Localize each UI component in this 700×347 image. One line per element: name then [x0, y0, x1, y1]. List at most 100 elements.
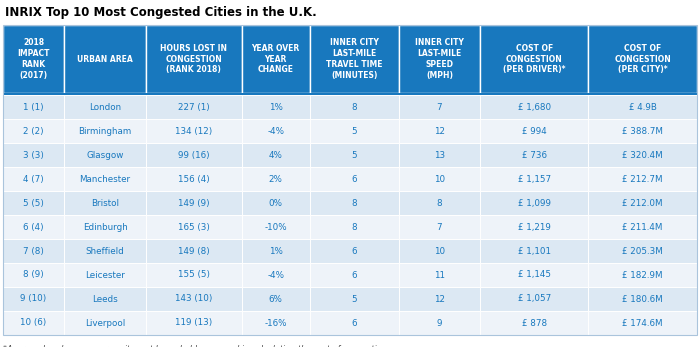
Text: £ 205.3M: £ 205.3M: [622, 246, 663, 255]
Bar: [3, 25, 64, 93]
Bar: [146, 263, 241, 287]
Bar: [146, 191, 241, 215]
Bar: [64, 95, 146, 119]
Text: 8 (9): 8 (9): [23, 271, 44, 279]
Text: £ 1,219: £ 1,219: [518, 222, 551, 231]
Text: £ 388.7M: £ 388.7M: [622, 127, 663, 135]
Text: £ 180.6M: £ 180.6M: [622, 295, 663, 304]
Text: 13: 13: [434, 151, 445, 160]
Bar: [146, 311, 241, 335]
Bar: [588, 263, 697, 287]
Bar: [588, 191, 697, 215]
Bar: [309, 119, 398, 143]
Bar: [398, 287, 480, 311]
Bar: [480, 119, 588, 143]
Text: COST OF
CONGESTION
(PER DRIVER)*: COST OF CONGESTION (PER DRIVER)*: [503, 44, 566, 74]
Text: Leeds: Leeds: [92, 295, 118, 304]
Text: COST OF
CONGESTION
(PER CITY)*: COST OF CONGESTION (PER CITY)*: [614, 44, 671, 74]
Text: £ 1,145: £ 1,145: [518, 271, 551, 279]
Text: £ 4.9B: £ 4.9B: [629, 102, 657, 111]
Bar: [480, 167, 588, 191]
Text: 227 (1): 227 (1): [178, 102, 210, 111]
Text: London: London: [89, 102, 121, 111]
Bar: [3, 287, 64, 311]
Bar: [480, 191, 588, 215]
Text: 165 (3): 165 (3): [178, 222, 210, 231]
Text: 2018
IMPACT
RANK
(2017): 2018 IMPACT RANK (2017): [18, 39, 50, 79]
Bar: [3, 191, 64, 215]
Bar: [146, 167, 241, 191]
Text: 7: 7: [437, 102, 442, 111]
Text: 8: 8: [351, 198, 357, 208]
Bar: [3, 95, 64, 119]
Text: 12: 12: [434, 127, 445, 135]
Text: 119 (13): 119 (13): [175, 319, 213, 328]
Text: 155 (5): 155 (5): [178, 271, 210, 279]
Bar: [146, 95, 241, 119]
Text: £ 878: £ 878: [522, 319, 547, 328]
Text: £ 1,099: £ 1,099: [518, 198, 551, 208]
Bar: [64, 167, 146, 191]
Text: 10: 10: [434, 175, 445, 184]
Bar: [3, 311, 64, 335]
Text: 12: 12: [434, 295, 445, 304]
Text: Liverpool: Liverpool: [85, 319, 125, 328]
Text: 6: 6: [351, 246, 357, 255]
Bar: [3, 25, 697, 335]
Bar: [398, 191, 480, 215]
Text: Edinburgh: Edinburgh: [83, 222, 127, 231]
Bar: [64, 215, 146, 239]
Bar: [241, 215, 309, 239]
Text: 5: 5: [351, 151, 357, 160]
Bar: [3, 263, 64, 287]
Bar: [398, 119, 480, 143]
Text: £ 1,680: £ 1,680: [518, 102, 551, 111]
Text: -4%: -4%: [267, 127, 284, 135]
Bar: [146, 25, 241, 93]
Text: 143 (10): 143 (10): [175, 295, 213, 304]
Text: 11: 11: [434, 271, 445, 279]
Text: 0%: 0%: [269, 198, 283, 208]
Bar: [241, 25, 309, 93]
Bar: [309, 311, 398, 335]
Text: 8: 8: [351, 222, 357, 231]
Text: £ 736: £ 736: [522, 151, 547, 160]
Text: 156 (4): 156 (4): [178, 175, 210, 184]
Bar: [398, 95, 480, 119]
Text: Birmingham: Birmingham: [78, 127, 132, 135]
Bar: [588, 215, 697, 239]
Bar: [309, 215, 398, 239]
Bar: [241, 95, 309, 119]
Text: 2%: 2%: [269, 175, 283, 184]
Text: 10 (6): 10 (6): [20, 319, 47, 328]
Text: URBAN AREA: URBAN AREA: [77, 54, 133, 64]
Bar: [480, 25, 588, 93]
Text: 3 (3): 3 (3): [23, 151, 44, 160]
Text: Glasgow: Glasgow: [86, 151, 124, 160]
Bar: [64, 25, 146, 93]
Text: £ 212.0M: £ 212.0M: [622, 198, 663, 208]
Text: 7 (8): 7 (8): [23, 246, 44, 255]
Text: £ 174.6M: £ 174.6M: [622, 319, 663, 328]
Text: 1%: 1%: [269, 102, 283, 111]
Text: INNER CITY
LAST-MILE
TRAVEL TIME
(MINUTES): INNER CITY LAST-MILE TRAVEL TIME (MINUTE…: [326, 39, 382, 79]
Bar: [588, 25, 697, 93]
Bar: [588, 239, 697, 263]
Text: 5: 5: [351, 127, 357, 135]
Bar: [398, 143, 480, 167]
Text: -4%: -4%: [267, 271, 284, 279]
Text: 99 (16): 99 (16): [178, 151, 210, 160]
Text: INNER CITY
LAST-MILE
SPEED
(MPH): INNER CITY LAST-MILE SPEED (MPH): [415, 39, 464, 79]
Bar: [64, 143, 146, 167]
Bar: [146, 119, 241, 143]
Text: 149 (9): 149 (9): [178, 198, 210, 208]
Text: 5: 5: [351, 295, 357, 304]
Bar: [480, 239, 588, 263]
Bar: [398, 25, 480, 93]
Text: £ 212.7M: £ 212.7M: [622, 175, 663, 184]
Text: 10: 10: [434, 246, 445, 255]
Text: £ 1,057: £ 1,057: [517, 295, 551, 304]
Text: Sheffield: Sheffield: [85, 246, 125, 255]
Text: HOURS LOST IN
CONGESTION
(RANK 2018): HOURS LOST IN CONGESTION (RANK 2018): [160, 44, 228, 74]
Bar: [398, 263, 480, 287]
